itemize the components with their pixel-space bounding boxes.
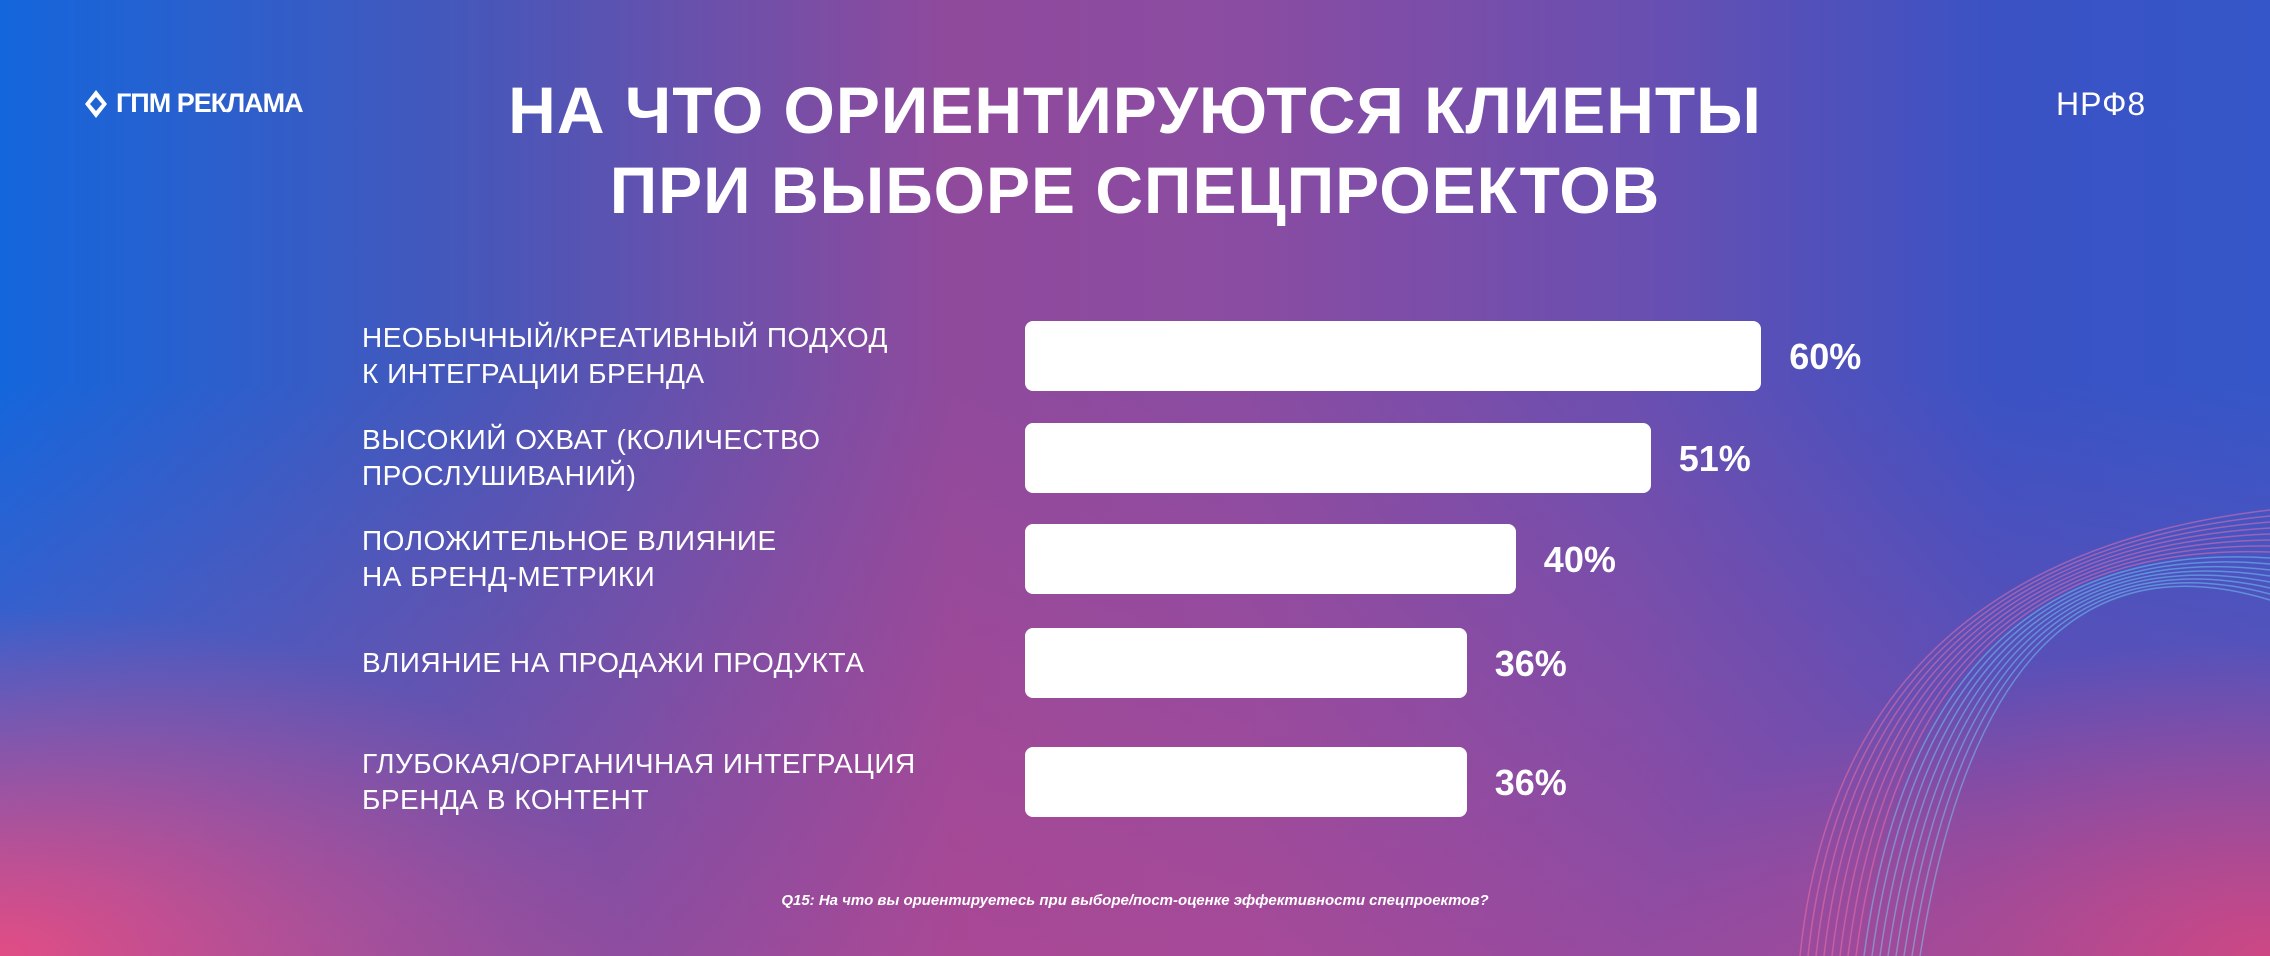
data-label: 40% [1543, 539, 1616, 580]
decorative-arc [1871, 561, 2270, 956]
decorative-arc [1799, 509, 2270, 956]
decorative-arc [1815, 521, 2270, 956]
category-label-line: К ИНТЕГРАЦИИ БРЕНДА [362, 358, 705, 389]
decorative-arc [1911, 582, 2270, 956]
category-label-line: НЕОБЫЧНЫЙ/КРЕАТИВНЫЙ ПОДХОД [362, 322, 889, 353]
category-label-line: ВЫСОКИЙ ОХВАТ (КОЛИЧЕСТВО [362, 424, 821, 455]
decorative-arc [1831, 533, 2270, 956]
title-line-1: НА ЧТО ОРИЕНТИРУЮТСЯ КЛИЕНТЫ [508, 73, 1762, 147]
category-label: НЕОБЫЧНЫЙ/КРЕАТИВНЫЙ ПОДХОД К ИНТЕГРАЦИИ … [362, 320, 888, 392]
data-label: 51% [1678, 438, 1751, 479]
nrf8-logo: НРФ8 [2056, 86, 2146, 123]
decorative-arc [1887, 570, 2270, 956]
decorative-arc [1855, 550, 2270, 956]
bar [1025, 321, 1762, 391]
bar [1025, 423, 1651, 493]
decorative-arc [1823, 527, 2270, 956]
category-label: ВЫСОКИЙ ОХВАТ (КОЛИЧЕСТВО ПРОСЛУШИВАНИЙ) [362, 422, 821, 494]
decorative-arc [1863, 556, 2270, 956]
category-label-line: ВЛИЯНИЕ НА ПРОДАЖИ ПРОДУКТА [362, 647, 865, 678]
category-label: ПОЛОЖИТЕЛЬНОЕ ВЛИЯНИЕ НА БРЕНД-МЕТРИКИ [362, 523, 777, 595]
decorative-arc [1807, 515, 2270, 956]
category-label: ВЛИЯНИЕ НА ПРОДАЖИ ПРОДУКТА [362, 645, 864, 681]
diamond-logo-icon [85, 89, 107, 118]
title-line-2: ПРИ ВЫБОРЕ СПЕЦПРОЕКТОВ [609, 153, 1661, 227]
decorative-arcs [1799, 509, 2270, 956]
data-label: 36% [1494, 762, 1567, 803]
bar [1025, 628, 1467, 698]
logo-left-text: ГПМ РЕКЛАМА [116, 88, 304, 118]
category-label-line: БРЕНДА В КОНТЕНТ [362, 784, 649, 815]
data-label: 36% [1494, 643, 1567, 684]
bar [1025, 524, 1516, 594]
category-label-line: ПОЛОЖИТЕЛЬНОЕ ВЛИЯНИЕ [362, 525, 777, 556]
data-label: 60% [1789, 336, 1862, 377]
category-label-line: НА БРЕНД-МЕТРИКИ [362, 561, 656, 592]
decorative-arc [1879, 565, 2270, 956]
logo-right-text: НРФ8 [2056, 86, 2147, 122]
decorative-arc [1919, 585, 2270, 956]
decorative-arc [1847, 545, 2270, 956]
category-label-line: ГЛУБОКАЯ/ОРГАНИЧНАЯ ИНТЕГРАЦИЯ [362, 748, 916, 779]
gpm-reklama-logo: ГПМ РЕКЛАМА [84, 88, 304, 119]
bar [1025, 747, 1467, 817]
footnote: Q15: На что вы ориентируетесь при выборе… [781, 892, 1489, 909]
decorative-arc [1895, 574, 2270, 956]
category-label: ГЛУБОКАЯ/ОРГАНИЧНАЯ ИНТЕГРАЦИЯ БРЕНДА В К… [362, 746, 916, 818]
decorative-arc [1839, 539, 2270, 956]
chart-title: НА ЧТО ОРИЕНТИРУЮТСЯ КЛИЕНТЫ ПРИ ВЫБОРЕ … [0, 70, 2270, 230]
category-label-line: ПРОСЛУШИВАНИЙ) [362, 460, 637, 491]
decorative-arc [1903, 578, 2270, 956]
